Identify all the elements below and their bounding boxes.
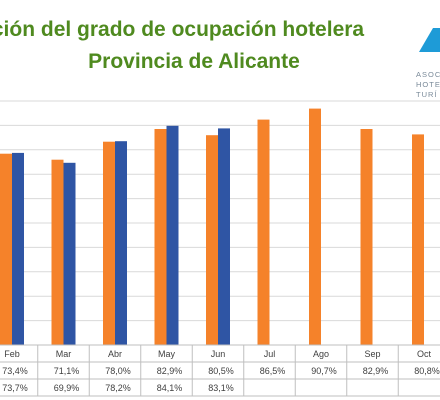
data-label-series2-Mar: 69,9%: [54, 383, 80, 393]
bar-series2-Feb: [12, 152, 24, 345]
bar-series1-Oct: [412, 134, 424, 345]
data-label-series1-Feb: 73,4%: [2, 366, 28, 376]
data-label-series1-Jul: 86,5%: [260, 366, 286, 376]
data-label-series1-Sep: 82,9%: [363, 366, 389, 376]
category-label-Abr: Abr: [108, 349, 122, 359]
association-logo-icon: [419, 28, 440, 52]
logo-text-line2: HOTE: [416, 80, 440, 89]
bar-series2-May: [166, 125, 179, 345]
bar-series2-Abr: [115, 141, 127, 345]
bar-series1-Ago: [309, 108, 321, 345]
bar-series2-Jun: [218, 128, 230, 345]
data-label-series1-Oct: 80,8%: [414, 366, 440, 376]
data-label-series2-Jun: 83,1%: [208, 383, 234, 393]
category-label-Jun: Jun: [211, 349, 226, 359]
category-label-May: May: [158, 349, 176, 359]
category-label-Jul: Jul: [264, 349, 276, 359]
bar-series1-Abr: [103, 141, 115, 345]
bar-series1-Jul: [257, 119, 270, 345]
bar-series1-May: [154, 129, 167, 345]
data-label-series1-May: 82,9%: [157, 366, 183, 376]
chart-title-line2: Provincia de Alicante: [88, 50, 300, 73]
data-label-series1-Mar: 71,1%: [54, 366, 80, 376]
data-label-series1-Jun: 80,5%: [208, 366, 234, 376]
data-label-series2-Feb: 73,7%: [2, 383, 28, 393]
category-label-Mar: Mar: [56, 349, 72, 359]
data-label-series2-May: 84,1%: [157, 383, 183, 393]
category-label-Oct: Oct: [417, 349, 432, 359]
data-label-series1-Abr: 78,0%: [105, 366, 131, 376]
data-label-series2-Abr: 78,2%: [105, 383, 131, 393]
logo-text-line1: ASOC: [416, 70, 440, 79]
bar-series1-Jun: [206, 135, 218, 345]
bar-series2-Mar: [63, 162, 76, 345]
chart-title-line1: ción del grado de ocupación hotelera: [0, 18, 365, 41]
category-label-Ago: Ago: [313, 349, 329, 359]
bar-series1-Feb: [0, 153, 12, 345]
logo-text-line3: TURÍ: [416, 90, 438, 99]
bar-series1-Sep: [360, 129, 373, 345]
data-label-series1-Ago: 90,7%: [311, 366, 337, 376]
bar-series1-Mar: [51, 159, 64, 345]
category-label-Sep: Sep: [364, 349, 380, 359]
category-label-Feb: Feb: [4, 349, 20, 359]
